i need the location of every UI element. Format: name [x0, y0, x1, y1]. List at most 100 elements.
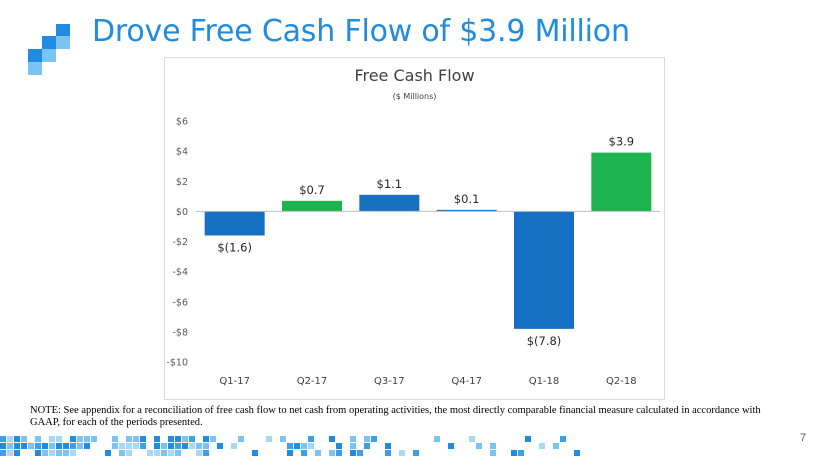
bar-q4-17	[436, 209, 497, 212]
footer-pixel	[308, 443, 314, 449]
footer-pixel	[168, 450, 174, 456]
data-label: $1.1	[377, 177, 403, 191]
y-tick-label: -$4	[172, 267, 188, 278]
y-tick-label: -$10	[166, 358, 188, 369]
footer-pixel	[217, 443, 223, 449]
footer-pixel	[49, 450, 55, 456]
footer-pixel	[399, 450, 405, 456]
page-title: Drove Free Cash Flow of $3.9 Million	[92, 14, 630, 49]
y-tick-label: $6	[176, 117, 188, 128]
footer-pixel	[560, 436, 566, 442]
brand-logo	[28, 24, 74, 76]
footer-pixel	[301, 443, 307, 449]
footer-pixel	[119, 450, 125, 456]
footer-pixel	[336, 450, 342, 456]
footer-pixel	[385, 450, 391, 456]
footer-pixel	[364, 436, 370, 442]
footer-pixel	[77, 436, 83, 442]
footer-pixel	[329, 436, 335, 442]
footer-pixel	[133, 436, 139, 442]
footer-pixel	[7, 450, 13, 456]
footer-pixel	[14, 443, 20, 449]
footer-pixel	[154, 436, 160, 442]
x-tick-label: Q2-18	[606, 376, 637, 387]
bar-q3-17	[359, 194, 420, 212]
footer-pixel	[112, 436, 118, 442]
footer-pixel	[315, 450, 321, 456]
x-tick-label: Q4-17	[451, 376, 482, 387]
footer-pixel	[119, 443, 125, 449]
data-label: $0.7	[299, 183, 325, 197]
x-tick-label: Q1-18	[529, 376, 560, 387]
chart-subtitle: ($ Millions)	[392, 92, 437, 101]
chart-title: Free Cash Flow	[354, 66, 475, 85]
footer-pixel	[252, 450, 258, 456]
x-tick-label: Q3-17	[374, 376, 405, 387]
footer-pixel	[266, 436, 272, 442]
footer-pixel	[35, 436, 41, 442]
footer-pixel	[0, 436, 6, 442]
footer-pixel	[56, 436, 62, 442]
bar-q1-17	[204, 211, 265, 236]
bar-q2-17	[282, 200, 342, 212]
footer-pixel	[42, 443, 48, 449]
footer-pixel	[476, 443, 482, 449]
footer-pixel	[70, 436, 76, 442]
footer-pixel	[21, 436, 27, 442]
footer-pixel	[518, 450, 524, 456]
footer-pixel	[287, 450, 293, 456]
footer-pixel	[35, 450, 41, 456]
footer-pixel	[35, 443, 41, 449]
footer-pixel	[329, 450, 335, 456]
footer-pixel	[490, 450, 496, 456]
footer-pixel	[553, 443, 559, 449]
footer-pixel	[238, 436, 244, 442]
footer-pixel	[350, 443, 356, 449]
footer-pixel	[203, 450, 209, 456]
y-tick-label: $0	[176, 207, 188, 218]
bar-q2-18	[591, 152, 652, 212]
y-tick-label: -$2	[172, 237, 188, 248]
footer-pixel	[77, 443, 83, 449]
footer-pixel	[280, 436, 286, 442]
footer-pixel	[182, 443, 188, 449]
footer-pixel	[0, 450, 6, 456]
footer-pixel	[308, 436, 314, 442]
footer-pixel	[574, 450, 580, 456]
footer-pixel	[490, 443, 496, 449]
y-tick-label: -$6	[172, 297, 188, 308]
footer-pixel	[133, 443, 139, 449]
footer-pixel	[49, 443, 55, 449]
footer-pixel	[231, 443, 237, 449]
page-number: 7	[800, 432, 807, 444]
footer-pixel	[294, 443, 300, 449]
footer-pixel	[301, 450, 307, 456]
footer-pixel	[287, 443, 293, 449]
footer-pixel	[371, 436, 377, 442]
footer-pixel	[21, 443, 27, 449]
footer-pixel	[14, 450, 20, 456]
footer-pixel	[84, 443, 90, 449]
footer-pixel	[196, 443, 202, 449]
footer-pixel	[336, 443, 342, 449]
footer-pixel	[364, 443, 370, 449]
footer-pixel-strip	[0, 436, 600, 458]
footer-pixel	[175, 450, 181, 456]
x-tick-label: Q1-17	[219, 376, 250, 387]
footer-pixel	[140, 436, 146, 442]
footnote: NOTE: See appendix for a reconciliation …	[30, 405, 761, 428]
data-label: $(7.8)	[527, 334, 562, 348]
footer-pixel	[14, 436, 20, 442]
footer-pixel	[525, 436, 531, 442]
footer-pixel	[49, 436, 55, 442]
footer-pixel	[70, 443, 76, 449]
footer-pixel	[105, 450, 111, 456]
footer-pixel	[56, 450, 62, 456]
footer-pixel	[7, 436, 13, 442]
footer-pixel	[140, 443, 146, 449]
footer-pixel	[350, 450, 356, 456]
footer-pixel	[210, 436, 216, 442]
data-label: $0.1	[454, 192, 480, 206]
footer-pixel	[434, 436, 440, 442]
footer-pixel	[469, 436, 475, 442]
